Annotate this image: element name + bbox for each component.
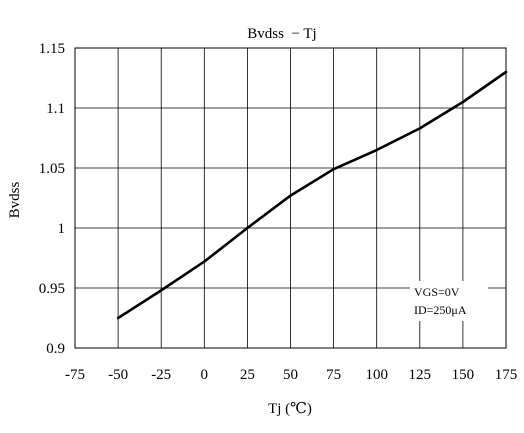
x-tick-label: 0	[201, 367, 209, 383]
x-tick-label: 175	[495, 367, 518, 383]
x-tick-label: -75	[65, 367, 85, 383]
annotation-box	[410, 281, 488, 321]
y-tick-labels: 0.9 0.95 1 1.05 1.1 1.15	[39, 41, 65, 357]
x-tick-labels: -75 -50 -25 0 25 50 75 100 125 150 175	[65, 367, 517, 383]
y-tick-label: 0.9	[46, 341, 65, 357]
series-line	[116, 70, 508, 320]
y-axis-label: Bvdss	[7, 182, 23, 219]
x-tick-label: 100	[365, 367, 388, 383]
y-tick-label: 1.15	[39, 41, 65, 57]
y-tick-label: 1.1	[46, 101, 65, 117]
chart-title: Bvdss − Tj	[247, 26, 316, 42]
x-tick-label: -50	[108, 367, 128, 383]
annotation-vgs: VGS=0V	[414, 285, 460, 299]
plot-frame	[74, 47, 507, 349]
x-tick-label: 75	[326, 367, 341, 383]
x-tick-label: 150	[452, 367, 475, 383]
x-tick-label: 25	[240, 367, 255, 383]
annotation-id: ID=250μA	[414, 303, 467, 317]
x-tick-label: 50	[283, 367, 298, 383]
y-tick-label: 0.95	[39, 281, 65, 297]
y-tick-label: 1.05	[39, 161, 65, 177]
y-tick-label: 1	[58, 221, 66, 237]
series-layer	[116, 70, 508, 320]
x-tick-label: 125	[409, 367, 432, 383]
x-axis-label: Tj (℃)	[268, 401, 312, 417]
x-tick-label: -25	[151, 367, 171, 383]
